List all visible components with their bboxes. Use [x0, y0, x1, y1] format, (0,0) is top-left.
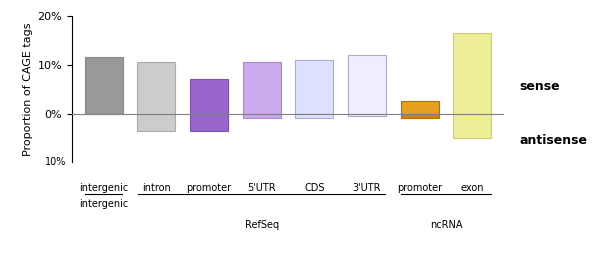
Bar — [295, 113, 334, 118]
Bar — [190, 79, 228, 113]
Bar — [401, 113, 439, 118]
Bar — [401, 101, 439, 113]
Text: CDS: CDS — [304, 183, 325, 193]
Text: sense: sense — [520, 80, 560, 93]
Bar — [190, 113, 228, 131]
Text: intergenic: intergenic — [79, 199, 128, 209]
Bar — [137, 62, 175, 113]
Text: 3'UTR: 3'UTR — [353, 183, 381, 193]
Text: RefSeq: RefSeq — [245, 220, 279, 230]
Bar — [242, 113, 281, 118]
Text: antisense: antisense — [520, 134, 588, 147]
Text: 10%: 10% — [46, 157, 67, 167]
Bar — [242, 62, 281, 113]
Bar — [454, 113, 491, 138]
Text: promoter: promoter — [187, 183, 232, 193]
Y-axis label: Proportion of CAGE tags: Proportion of CAGE tags — [23, 22, 34, 156]
Bar — [137, 113, 175, 131]
Text: intergenic: intergenic — [79, 183, 128, 193]
Text: exon: exon — [461, 183, 484, 193]
Text: intron: intron — [142, 183, 170, 193]
Bar — [348, 55, 386, 113]
Bar — [85, 57, 122, 113]
Bar — [454, 33, 491, 113]
Text: 5'UTR: 5'UTR — [247, 183, 276, 193]
Bar — [348, 113, 386, 116]
Bar — [295, 60, 334, 113]
Text: promoter: promoter — [397, 183, 442, 193]
Text: ncRNA: ncRNA — [430, 220, 462, 230]
